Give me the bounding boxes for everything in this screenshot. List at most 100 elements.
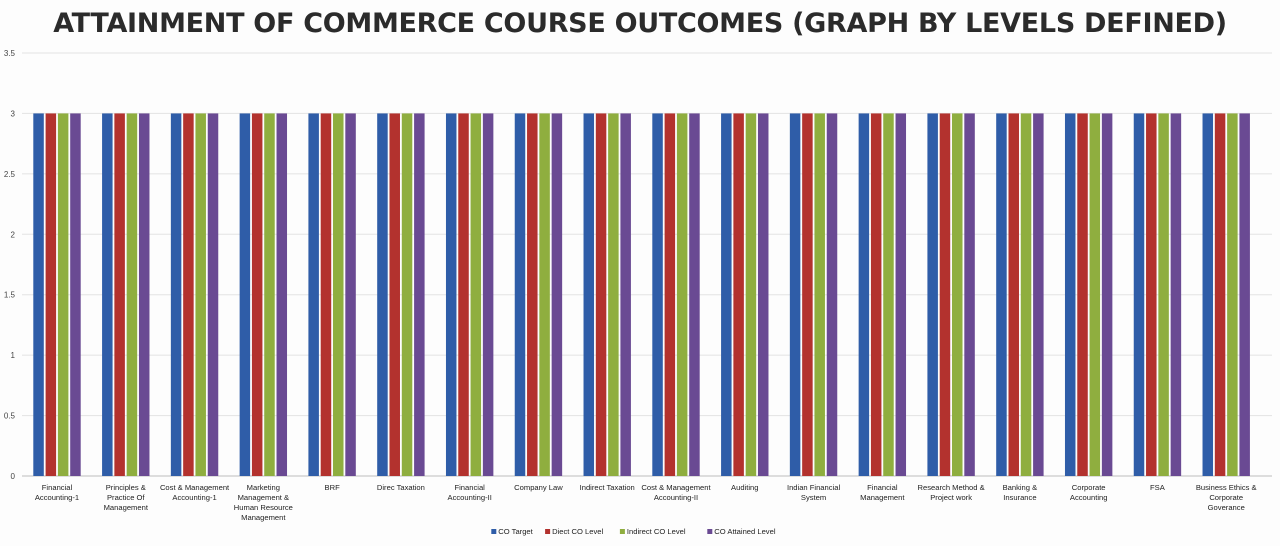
category-label: Financial Accounting-1 bbox=[35, 483, 79, 502]
bar bbox=[170, 113, 182, 476]
category-label: Indian Financial System bbox=[787, 483, 841, 502]
y-tick-label: 0.5 bbox=[4, 412, 16, 421]
bar bbox=[927, 113, 938, 476]
category-label: Cost & Management Accounting-1 bbox=[160, 483, 230, 502]
bar bbox=[789, 113, 801, 476]
bar bbox=[870, 113, 882, 476]
y-tick-label: 1.5 bbox=[4, 291, 16, 300]
legend-label: CO Target bbox=[498, 527, 533, 536]
y-tick-label: 1 bbox=[11, 351, 16, 360]
bar bbox=[264, 113, 275, 476]
category-label: Company Law bbox=[514, 483, 563, 492]
legend-label: Diect CO Level bbox=[552, 527, 603, 536]
category-label: Corporate Accounting bbox=[1070, 483, 1108, 502]
bar bbox=[1008, 113, 1019, 476]
category-label: Direc Taxation bbox=[377, 483, 425, 492]
legend-swatch bbox=[545, 529, 551, 534]
bar bbox=[1033, 113, 1044, 476]
bar bbox=[445, 113, 457, 476]
bar bbox=[595, 113, 607, 476]
bar bbox=[239, 113, 251, 476]
bar bbox=[1202, 113, 1214, 476]
bar bbox=[858, 113, 870, 476]
bar bbox=[689, 113, 700, 476]
legend-swatch bbox=[619, 529, 625, 534]
bar bbox=[952, 113, 963, 476]
bar bbox=[33, 113, 44, 476]
bar bbox=[652, 113, 663, 476]
y-tick-label: 2.5 bbox=[4, 170, 16, 179]
category-label: Financial Accounting-II bbox=[448, 483, 492, 502]
bar bbox=[57, 113, 69, 476]
bar bbox=[583, 113, 595, 476]
category-label: Indirect Taxation bbox=[580, 483, 635, 492]
bar bbox=[1077, 113, 1088, 476]
bar bbox=[458, 113, 469, 476]
category-label: Banking & Insurance bbox=[1003, 483, 1038, 502]
legend-swatch bbox=[491, 529, 497, 534]
category-label: Research Method & Project work bbox=[918, 483, 985, 502]
bar bbox=[814, 113, 825, 476]
bar bbox=[389, 113, 400, 476]
y-tick-label: 2 bbox=[11, 230, 16, 239]
bar bbox=[470, 113, 482, 476]
category-label: Marketing Management & Human Resource Manag… bbox=[234, 483, 293, 522]
bar bbox=[1214, 113, 1226, 476]
bar bbox=[1227, 113, 1238, 476]
bar bbox=[745, 113, 757, 476]
bar bbox=[939, 113, 951, 476]
bar bbox=[664, 113, 676, 476]
bar bbox=[377, 113, 388, 476]
bar bbox=[333, 113, 344, 476]
bar bbox=[1239, 113, 1250, 476]
bar bbox=[620, 113, 631, 476]
bar bbox=[514, 113, 526, 476]
category-label: Auditing bbox=[731, 483, 758, 492]
bar bbox=[320, 113, 332, 476]
bar bbox=[126, 113, 138, 476]
bar bbox=[401, 113, 413, 476]
y-tick-label: 3.5 bbox=[4, 49, 16, 58]
category-label: Business Ethics & Corporate Goverance bbox=[1196, 483, 1257, 512]
bar bbox=[733, 113, 744, 476]
legend-label: Indirect CO Level bbox=[627, 527, 686, 536]
bar bbox=[676, 113, 688, 476]
bar bbox=[183, 113, 194, 476]
bar bbox=[1020, 113, 1032, 476]
bar bbox=[345, 113, 356, 476]
bar bbox=[207, 113, 219, 476]
legend-swatch bbox=[707, 529, 713, 534]
bar bbox=[1101, 113, 1113, 476]
category-label: Financial Management bbox=[860, 483, 905, 502]
category-label: FSA bbox=[1150, 483, 1166, 492]
bar bbox=[802, 113, 813, 476]
bar bbox=[551, 113, 563, 476]
bar bbox=[138, 113, 150, 476]
category-label: Cost & Management Accounting-II bbox=[641, 483, 711, 502]
bar bbox=[964, 113, 975, 476]
bar bbox=[276, 113, 288, 476]
bar bbox=[883, 113, 894, 476]
bar bbox=[1170, 113, 1182, 476]
bar bbox=[482, 113, 494, 476]
bar bbox=[1064, 113, 1076, 476]
y-tick-label: 0 bbox=[11, 472, 16, 481]
bar bbox=[1146, 113, 1157, 476]
bar bbox=[1133, 113, 1145, 476]
bar bbox=[608, 113, 619, 476]
bar bbox=[1089, 113, 1101, 476]
bar bbox=[195, 113, 206, 476]
bar bbox=[308, 113, 319, 476]
bar bbox=[70, 113, 81, 476]
bar bbox=[102, 113, 113, 476]
bar bbox=[539, 113, 550, 476]
bar bbox=[826, 113, 838, 476]
category-label: BRF bbox=[325, 483, 341, 492]
bar bbox=[251, 113, 263, 476]
bar bbox=[1158, 113, 1169, 476]
y-tick-label: 3 bbox=[11, 109, 16, 118]
category-label: Principles & Practice Of Management bbox=[104, 483, 149, 512]
bar bbox=[996, 113, 1007, 476]
